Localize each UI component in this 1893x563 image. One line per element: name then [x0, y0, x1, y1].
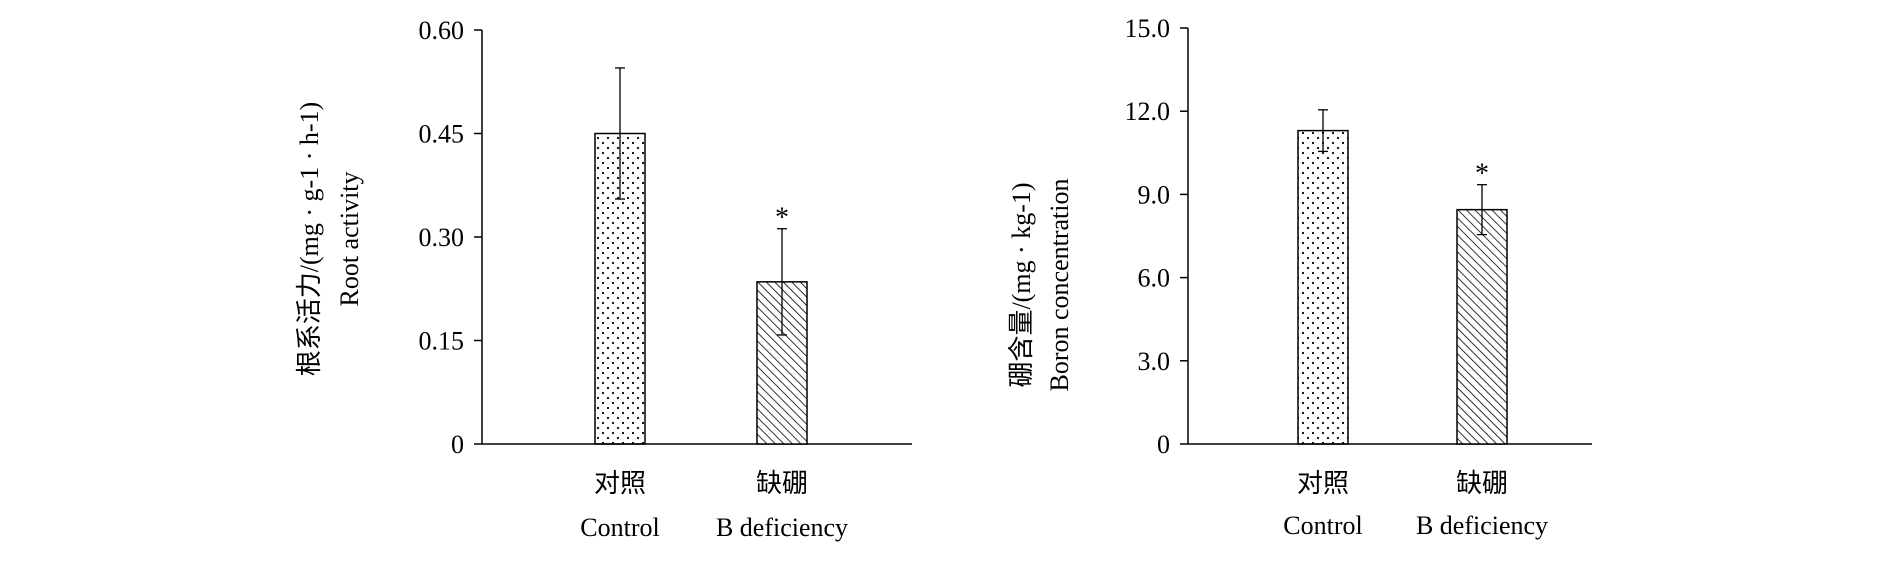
bar	[1456, 208, 1508, 445]
chart-boron-concentration-ylabel-en: Boron concentration	[1045, 179, 1074, 392]
y-tick-label: 12.0	[1125, 97, 1171, 126]
chart-root-activity-ylabel-cn: 根系活力/(mg · g-1 · h-1)	[295, 102, 324, 376]
category-label-en: B deficiency	[1416, 511, 1548, 540]
category-label-cn: 缺硼	[1456, 469, 1508, 498]
y-tick-label: 0	[451, 430, 464, 459]
y-tick-label: 0.30	[419, 223, 465, 252]
category-label-cn: 对照	[594, 469, 646, 498]
chart-boron-concentration: 0 3.0 6.0 9.0 12.0 15.0 对照 Control * 缺硼 B deficien…	[1007, 14, 1592, 540]
chart-root-activity-plot: 0 0.15 0.30 0.45 0.60 对照 Control * 缺硼 B deficienc…	[419, 16, 912, 542]
y-tick-label: 0.15	[419, 327, 465, 356]
y-tick-label: 6.0	[1138, 264, 1171, 293]
significance-mark: *	[775, 203, 789, 234]
category-label-cn: 对照	[1297, 469, 1349, 498]
bar	[1297, 129, 1349, 445]
category-label-cn: 缺硼	[756, 469, 808, 498]
significance-mark: *	[1475, 159, 1489, 190]
category-label-en: B deficiency	[716, 513, 848, 542]
chart-root-activity-ylabel-en: Root activity	[335, 171, 364, 306]
chart-boron-concentration-plot: 0 3.0 6.0 9.0 12.0 15.0 对照 Control * 缺硼 B deficien…	[1125, 14, 1592, 540]
y-tick-label: 0.45	[419, 120, 465, 149]
y-tick-label: 3.0	[1138, 347, 1171, 376]
y-tick-label: 15.0	[1125, 14, 1171, 43]
category-label-en: Control	[1283, 511, 1362, 540]
category-label-en: Control	[580, 513, 659, 542]
chart-boron-concentration-ylabel-cn: 硼含量/(mg · kg-1)	[1007, 182, 1036, 387]
y-tick-label: 0	[1157, 430, 1170, 459]
y-tick-label: 0.60	[419, 16, 465, 45]
y-tick-label: 9.0	[1138, 180, 1171, 209]
chart-root-activity: 0 0.15 0.30 0.45 0.60 对照 Control * 缺硼 B deficienc…	[295, 16, 912, 542]
